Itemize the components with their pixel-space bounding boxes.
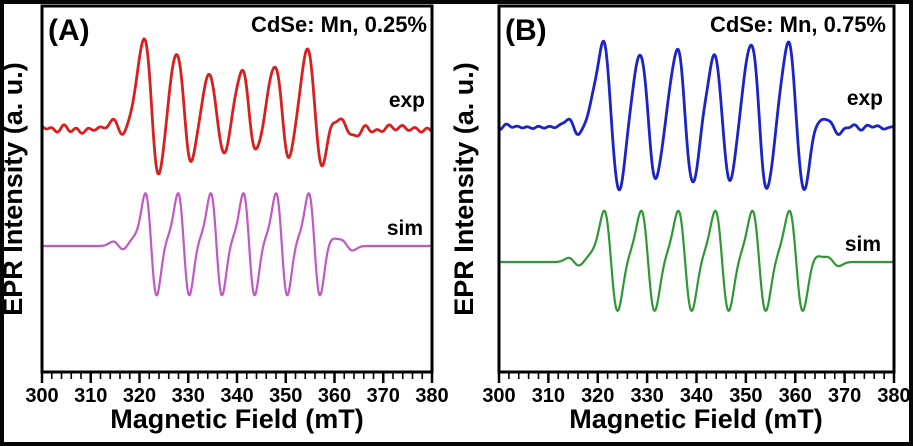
panel-a-plot-area: 300 310 320 330 340 350 360 370 380 bbox=[25, 4, 449, 407]
panel-a-title: CdSe: Mn, 0.25% bbox=[251, 12, 427, 37]
panel-a-sim-label: sim bbox=[387, 217, 423, 240]
x-axis-tick-label: 370 bbox=[828, 385, 861, 407]
panel-a-label: (A) bbox=[48, 14, 90, 47]
panel-b-sim-label: sim bbox=[845, 233, 881, 256]
x-axis-tick-label: 350 bbox=[729, 385, 762, 407]
x-axis-tick-label: 310 bbox=[532, 385, 565, 407]
x-axis-tick-label: 340 bbox=[220, 385, 253, 407]
panel-a-x-axis-title: Magnetic Field (mT) bbox=[110, 404, 364, 434]
exp-curve bbox=[43, 37, 431, 176]
plot-border bbox=[497, 4, 896, 374]
x-axis-tick-label: 360 bbox=[318, 385, 351, 407]
panel-b-exp-label: exp bbox=[847, 87, 883, 110]
plot-border bbox=[40, 4, 434, 374]
x-axis-tick-label: 380 bbox=[415, 385, 448, 407]
x-axis-tick-label: 340 bbox=[680, 385, 713, 407]
sim-curve bbox=[43, 192, 431, 297]
x-axis-tick-label: 370 bbox=[367, 385, 400, 407]
panel-b-title: CdSe: Mn, 0.75% bbox=[710, 12, 886, 37]
panel-b-y-axis-title: EPR Intensity (a. u.) bbox=[449, 62, 479, 316]
x-axis-tick-label: 350 bbox=[269, 385, 302, 407]
panel-a: 300 310 320 330 340 350 360 370 380 (A) CdSe: Mn… bbox=[4, 4, 456, 442]
panel-b-chart: 300 310 320 330 340 350 360 370 380 (B) CdSe: Mn… bbox=[449, 4, 910, 434]
panel-b-label: (B) bbox=[505, 14, 547, 47]
x-axis-tick-label: 320 bbox=[581, 385, 614, 407]
sim-curve bbox=[500, 209, 893, 312]
x-axis-tick-label: 300 bbox=[25, 385, 58, 407]
panel-a-exp-label: exp bbox=[389, 89, 425, 112]
x-axis-tick-label: 300 bbox=[482, 385, 515, 407]
exp-curve bbox=[500, 39, 893, 192]
panel-b-plot-area: 300 310 320 330 340 350 360 370 380 bbox=[482, 4, 910, 407]
panel-a-y-axis-title: EPR Intensity (a. u.) bbox=[0, 62, 28, 316]
panel-b-x-axis-title: Magnetic Field (mT) bbox=[569, 404, 823, 434]
panel-b: 300 310 320 330 340 350 360 370 380 (B) CdSe: Mn… bbox=[449, 4, 910, 442]
x-axis-tick-label: 320 bbox=[123, 385, 156, 407]
x-axis-tick-label: 330 bbox=[630, 385, 663, 407]
x-axis-tick-label: 310 bbox=[74, 385, 107, 407]
x-axis-tick-label: 380 bbox=[877, 385, 910, 407]
x-axis-tick-label: 330 bbox=[172, 385, 205, 407]
panel-a-chart: 300 310 320 330 340 350 360 370 380 (A) CdSe: Mn… bbox=[4, 4, 449, 434]
x-axis-tick-label: 360 bbox=[779, 385, 812, 407]
